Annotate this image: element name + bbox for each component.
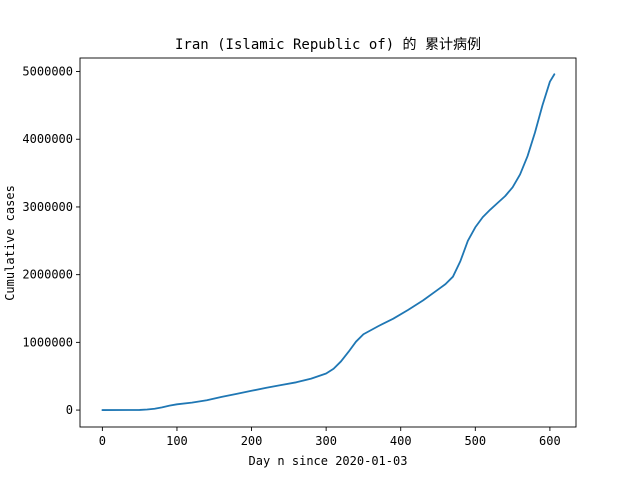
y-tick-label-0: 0 <box>66 403 73 417</box>
y-tick-label-1000000: 1000000 <box>22 335 73 349</box>
chart-title: Iran (Islamic Republic of) 的 累计病例 <box>175 37 481 53</box>
series-line-0 <box>101 73 556 411</box>
x-tick-label-500: 500 <box>464 434 486 448</box>
y-tick-label-5000000: 5000000 <box>22 65 73 79</box>
y-tick-label-2000000: 2000000 <box>22 268 73 282</box>
x-tick-label-0: 0 <box>99 434 106 448</box>
x-tick-label-300: 300 <box>315 434 337 448</box>
x-axis-label: Day n since 2020-01-03 <box>249 454 408 468</box>
y-axis-label: Cumulative cases <box>3 185 17 301</box>
x-tick-label-600: 600 <box>539 434 561 448</box>
x-tick-label-200: 200 <box>241 434 263 448</box>
x-tick-label-100: 100 <box>166 434 188 448</box>
plot-area: 0 100 200 300 400 500 600 0 1000000 2000000 300000… <box>22 57 577 448</box>
y-tick-label-3000000: 3000000 <box>22 200 73 214</box>
axes-frame <box>79 57 577 428</box>
x-tick-label-400: 400 <box>390 434 412 448</box>
y-tick-label-4000000: 4000000 <box>22 132 73 146</box>
